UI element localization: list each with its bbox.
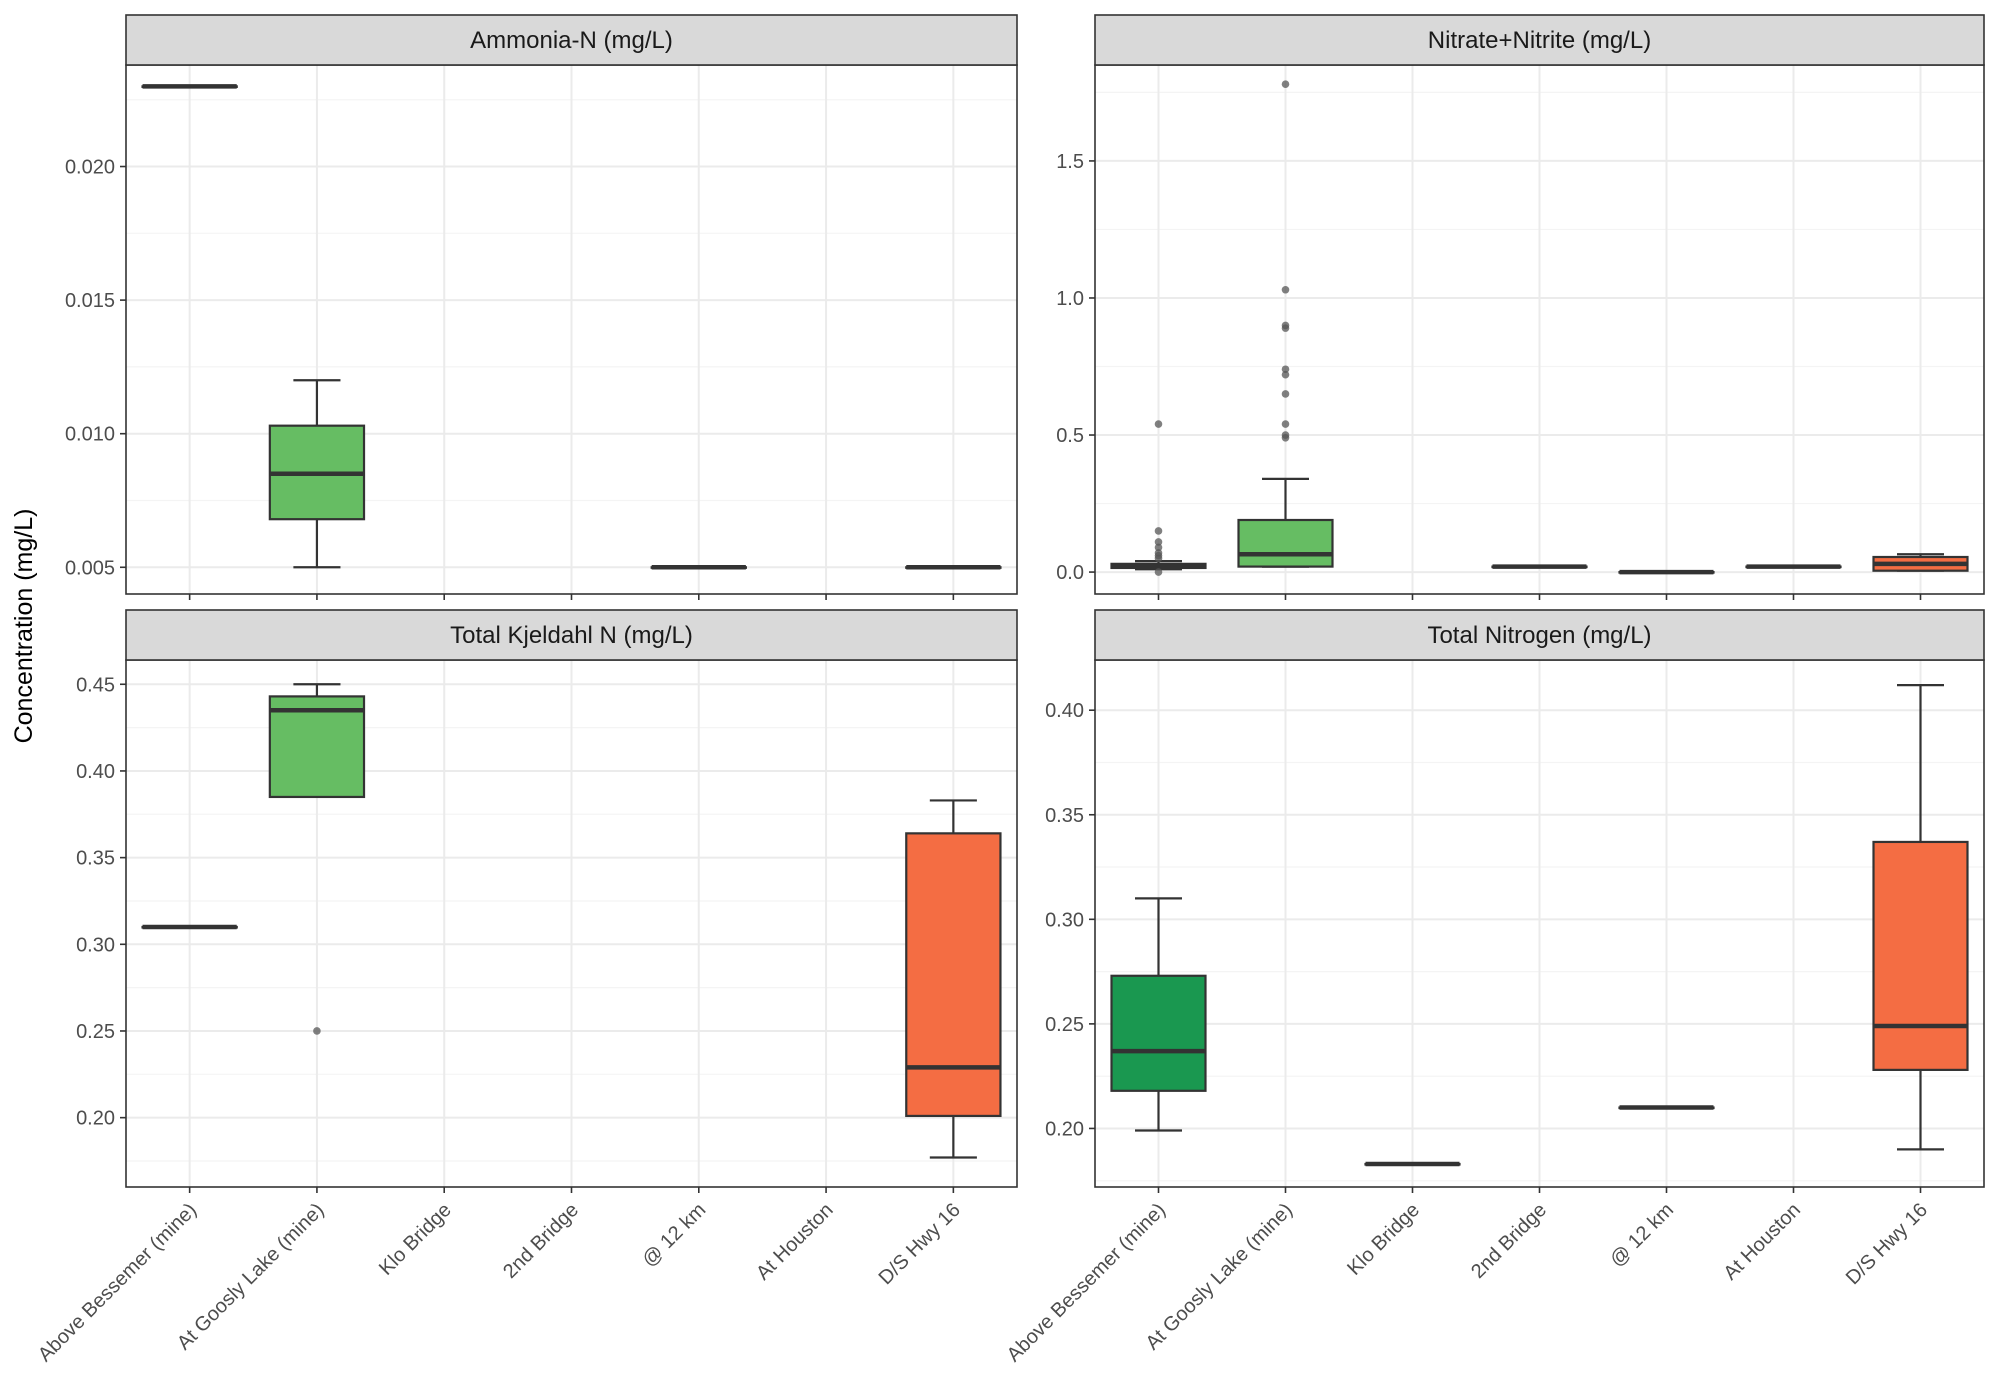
y-tick-label: 0.005: [65, 557, 115, 579]
facet-panel-1: Ammonia-N (mg/L) 0.005 0.010 0.015 0.020: [65, 14, 1018, 600]
box-at-goosly-lake-mine-: [1237, 80, 1334, 568]
y-axis-title: Concentration (mg/L): [10, 509, 38, 744]
y-tick-label: 0.25: [76, 1021, 115, 1043]
facet-panel-4: Total Nitrogen (mg/L) 0.20 0.25 0.30 0.35 0.4…: [1003, 609, 1985, 1366]
iqr-box: [1237, 518, 1334, 568]
box-above-bessemer-mine-: [141, 924, 238, 930]
box-d-s-hwy-16: [1872, 683, 1969, 1151]
y-tick-label: 0.40: [1045, 700, 1084, 722]
box-at-goosly-lake-mine-: [268, 683, 366, 1035]
facet-strip-title: Total Kjeldahl N (mg/L): [450, 622, 693, 649]
facet-strip: [1094, 14, 1985, 66]
iqr-box: [1872, 840, 1969, 1071]
outlier-point: [1281, 365, 1290, 374]
x-tick-label: @ 12 km: [1606, 1199, 1678, 1271]
box-above-bessemer-mine-: [141, 84, 238, 89]
outlier-point: [1281, 433, 1290, 442]
box-d-s-hwy-16: [905, 799, 1002, 1159]
x-tick-label: D/S Hwy 16: [875, 1199, 965, 1289]
facet-strip-title: Total Nitrogen (mg/L): [1427, 622, 1651, 649]
box--12-km: [650, 565, 747, 570]
y-tick-label: 0.30: [76, 934, 115, 956]
facet-panel-3: Total Kjeldahl N (mg/L) 0.20 0.25 0.30 0.35 0…: [34, 609, 1018, 1366]
y-tick-label: 1.5: [1056, 151, 1084, 173]
box-above-bessemer-mine-: [1110, 420, 1207, 576]
box-at-goosly-lake-mine-: [268, 379, 366, 569]
outlier-point: [1154, 568, 1163, 576]
y-tick-label: 0.35: [76, 848, 115, 870]
x-tick-label: At Houston: [1720, 1199, 1806, 1285]
outlier-point: [1154, 543, 1163, 552]
facet-strip-title: Nitrate+Nitrite (mg/L): [1428, 27, 1651, 54]
outlier-point: [1281, 80, 1290, 88]
y-tick-label: 0.35: [1045, 805, 1084, 827]
box-d-s-hwy-16: [1872, 553, 1969, 572]
box-klo-bridge: [1364, 1161, 1461, 1167]
facet-panel-2: Nitrate+Nitrite (mg/L) 0.0 0.5 1.0 1.5: [1056, 14, 1985, 600]
iqr-box: [1110, 974, 1207, 1092]
y-tick-label: 0.010: [65, 424, 115, 446]
x-tick-label: Klo Bridge: [1343, 1199, 1424, 1280]
outlier-point: [1154, 554, 1163, 563]
box--12-km: [1618, 1105, 1715, 1110]
box-at-houston: [1745, 564, 1842, 569]
x-tick-label: At Goosly Lake (mine): [173, 1199, 328, 1354]
outlier-point: [1154, 420, 1163, 428]
outlier-point: [1281, 420, 1290, 428]
x-tick-label: 2nd Bridge: [499, 1199, 583, 1283]
y-tick-label: 0.0: [1056, 562, 1084, 584]
outlier-point: [1281, 390, 1290, 398]
y-tick-label: 0.25: [1045, 1014, 1084, 1036]
box-2nd-bridge: [1491, 564, 1588, 569]
outlier-point: [1281, 324, 1290, 332]
facet-strip: [1094, 609, 1985, 661]
facet-panels: Ammonia-N (mg/L) 0.005 0.010 0.015 0.020 Nitr…: [34, 14, 1985, 1366]
outlier-point: [1281, 370, 1290, 379]
box--12-km: [1618, 569, 1715, 575]
outlier-point: [1154, 527, 1163, 535]
outlier-point: [1154, 538, 1163, 546]
iqr-box: [268, 695, 366, 799]
y-tick-label: 0.5: [1056, 425, 1084, 447]
y-tick-label: 0.45: [76, 674, 115, 696]
y-tick-label: 0.020: [65, 157, 115, 179]
y-tick-label: 0.015: [65, 290, 115, 312]
y-tick-label: 0.20: [76, 1108, 115, 1130]
outlier-point: [1281, 285, 1290, 294]
y-tick-label: 0.40: [76, 761, 115, 783]
facet-strip-title: Ammonia-N (mg/L): [470, 27, 673, 54]
facet-strip: [125, 14, 1018, 66]
x-tick-label: At Houston: [752, 1199, 838, 1285]
box-d-s-hwy-16: [905, 565, 1002, 570]
iqr-box: [905, 832, 1002, 1118]
outlier-point: [313, 1027, 321, 1035]
box-above-bessemer-mine-: [1110, 897, 1207, 1132]
x-tick-label: At Goosly Lake (mine): [1142, 1199, 1297, 1354]
y-tick-label: 0.20: [1045, 1118, 1084, 1140]
y-tick-label: 1.0: [1056, 288, 1084, 310]
facet-strip: [125, 609, 1018, 661]
x-tick-label: D/S Hwy 16: [1842, 1199, 1932, 1289]
x-tick-label: Klo Bridge: [375, 1199, 456, 1280]
x-tick-label: 2nd Bridge: [1467, 1199, 1551, 1283]
x-tick-label: @ 12 km: [638, 1199, 710, 1271]
y-tick-label: 0.30: [1045, 909, 1084, 931]
